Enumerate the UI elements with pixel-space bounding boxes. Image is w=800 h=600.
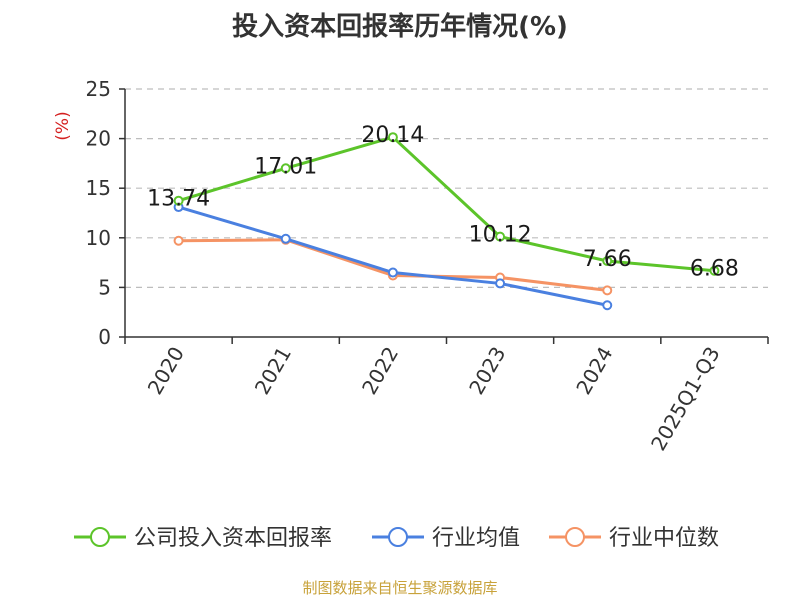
- data-label: 13.74: [147, 187, 210, 212]
- data-label: 6.68: [690, 257, 739, 282]
- data-label: 20.14: [361, 123, 424, 148]
- data-point: [387, 132, 398, 143]
- data-point: [173, 195, 184, 206]
- y-tick-label: 0: [98, 325, 111, 349]
- x-tick-label: 2025Q1-Q3: [646, 343, 725, 455]
- y-tick-label: 15: [86, 176, 111, 200]
- data-labels: 13.74 17.01 20.14 10.12 7.66 6.68: [147, 123, 739, 282]
- data-point: [387, 267, 398, 278]
- y-tick-label: 20: [86, 127, 111, 151]
- data-point: [602, 300, 613, 311]
- data-label: 10.12: [469, 223, 532, 248]
- data-point: [709, 265, 720, 276]
- y-axis-label: (%): [53, 111, 73, 140]
- series-line: [178, 135, 715, 273]
- legend-marker: [90, 527, 110, 547]
- x-tick-label: 2020: [143, 343, 189, 399]
- y-tick-label: 5: [98, 275, 111, 299]
- data-label: 7.66: [583, 247, 632, 272]
- x-tick-label: 2023: [464, 343, 510, 399]
- x-tick-label: 2022: [357, 343, 403, 399]
- data-point: [280, 163, 291, 174]
- legend-marker: [565, 527, 585, 547]
- data-point: [495, 231, 506, 242]
- data-point: [173, 235, 184, 246]
- legend-label: 行业均值: [432, 526, 520, 551]
- series-line: [178, 205, 608, 307]
- legend-label: 行业中位数: [609, 526, 719, 551]
- data-point: [280, 233, 291, 244]
- chart-title: 投入资本回报率历年情况(%): [232, 12, 568, 42]
- legend-label: 公司投入资本回报率: [134, 526, 332, 551]
- legend-marker: [388, 527, 408, 547]
- y-tick-label: 10: [86, 226, 111, 250]
- series-lines: [173, 132, 720, 311]
- x-tick-label: 2024: [571, 343, 617, 399]
- data-source-note: 制图数据来自恒生聚源数据库: [302, 579, 498, 597]
- y-tick-label: 25: [86, 77, 111, 101]
- legend: 公司投入资本回报率 行业均值 行业中位数: [74, 526, 719, 551]
- data-point: [495, 278, 506, 289]
- data-label: 17.01: [254, 154, 317, 179]
- data-point: [602, 256, 613, 267]
- data-point: [602, 285, 613, 296]
- x-tick-label: 2021: [250, 343, 296, 399]
